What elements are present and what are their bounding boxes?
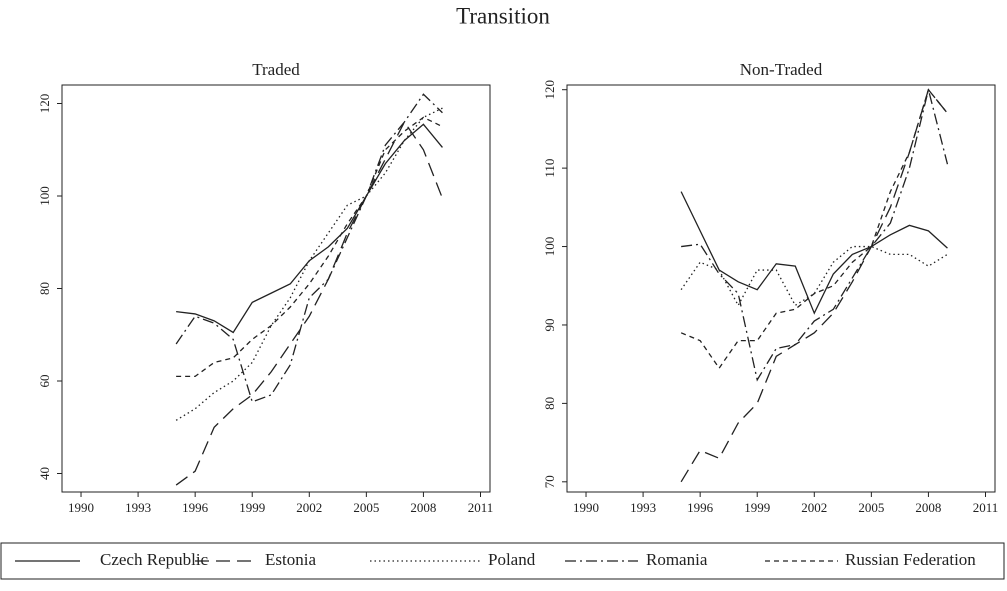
x-tick-label: 2005 [858, 500, 884, 515]
y-tick-label: 80 [37, 282, 52, 295]
legend-label: Russian Federation [845, 550, 976, 569]
y-tick-label: 100 [542, 237, 557, 257]
series-line [680, 88, 948, 483]
legend-label: Romania [646, 550, 708, 569]
y-tick-label: 100 [37, 186, 52, 206]
y-tick-label: 120 [542, 80, 557, 100]
panel-title: Non-Traded [740, 60, 823, 79]
y-tick-label: 40 [37, 467, 52, 480]
x-tick-label: 2011 [468, 500, 494, 515]
series-line [175, 120, 444, 486]
series-line [680, 191, 948, 315]
x-tick-label: 1993 [125, 500, 151, 515]
x-tick-label: 1993 [630, 500, 656, 515]
x-tick-label: 1996 [687, 500, 714, 515]
x-tick-label: 1999 [239, 500, 265, 515]
y-tick-label: 60 [37, 375, 52, 388]
series-line [175, 93, 443, 403]
x-tick-label: 2002 [801, 500, 827, 515]
y-tick-label: 70 [542, 475, 557, 488]
x-tick-label: 2008 [410, 500, 436, 515]
x-tick-label: 2011 [973, 500, 999, 515]
y-tick-label: 110 [542, 159, 557, 178]
series-line [175, 107, 443, 421]
x-tick-label: 1999 [744, 500, 770, 515]
x-tick-label: 2002 [296, 500, 322, 515]
figure-title: Transition [456, 3, 550, 28]
x-tick-label: 2008 [915, 500, 941, 515]
series-line [681, 89, 949, 382]
x-tick-label: 1990 [573, 500, 599, 515]
plot-frame [566, 84, 996, 493]
y-tick-label: 120 [37, 94, 52, 114]
series-line [176, 116, 443, 378]
series-line [176, 123, 443, 334]
legend-label: Estonia [265, 550, 316, 569]
plot-frame [61, 84, 491, 493]
legend-label: Poland [488, 550, 536, 569]
x-tick-label: 1990 [68, 500, 94, 515]
legend-box [0, 542, 1005, 580]
series-line [680, 245, 948, 307]
legend-label: Czech Republic [100, 550, 209, 569]
series-line [680, 88, 948, 370]
x-tick-label: 1996 [182, 500, 209, 515]
y-tick-label: 90 [542, 318, 557, 331]
x-tick-label: 2005 [353, 500, 379, 515]
panel-title: Traded [252, 60, 300, 79]
y-tick-label: 80 [542, 397, 557, 410]
